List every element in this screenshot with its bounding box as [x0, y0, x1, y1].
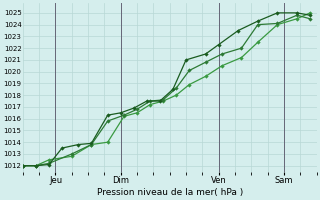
- X-axis label: Pression niveau de la mer( hPa ): Pression niveau de la mer( hPa ): [97, 188, 243, 197]
